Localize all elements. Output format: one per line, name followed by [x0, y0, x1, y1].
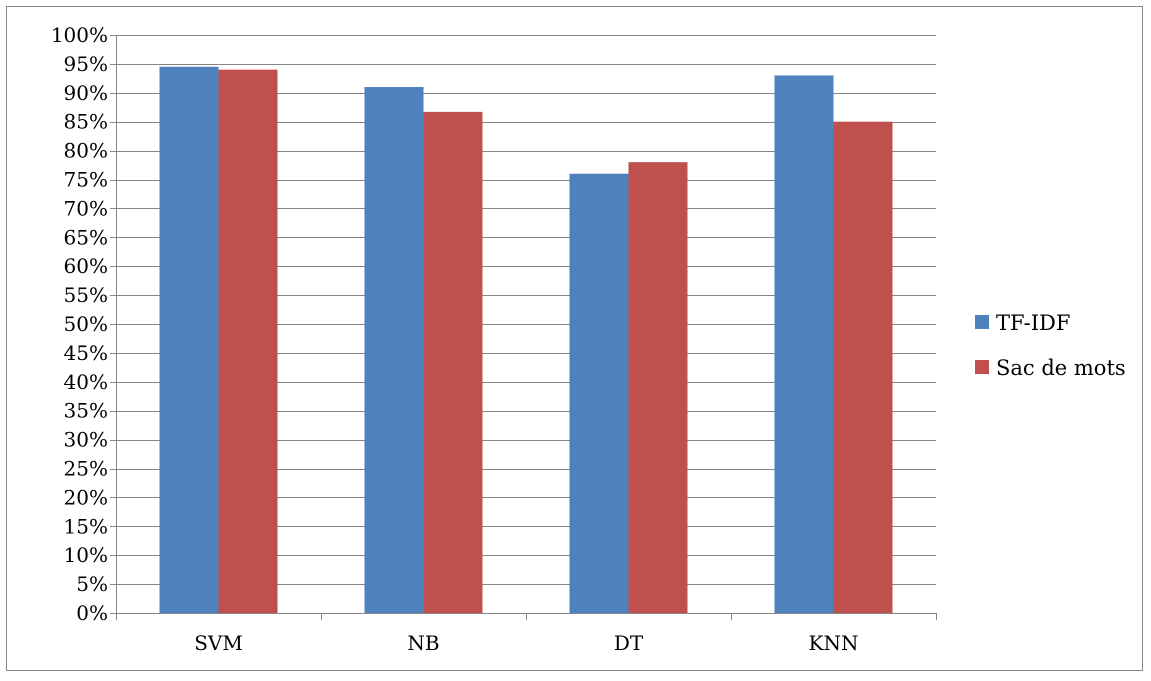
y-tick-label: 55%: [64, 283, 108, 307]
y-tick-label: 50%: [64, 312, 108, 336]
y-tick-label: 25%: [64, 457, 108, 481]
y-tick-label: 90%: [64, 81, 108, 105]
bar-dt-1: [569, 173, 629, 613]
y-tick-label: 20%: [64, 485, 108, 509]
bar-svm-1: [159, 66, 219, 614]
y-tick-label: 10%: [64, 543, 108, 567]
bar-svm-2: [218, 69, 278, 614]
x-tick-label: SVM: [194, 631, 243, 655]
bars: [159, 66, 893, 614]
x-tick-label: DT: [614, 631, 644, 655]
y-tick-label: 60%: [64, 254, 108, 278]
x-axis-ticks: SVM NB DT KNN: [116, 613, 937, 655]
legend-swatch-1: [975, 315, 989, 329]
bar-nb-1: [364, 87, 424, 613]
bar-knn-2: [833, 121, 893, 613]
y-tick-label: 100%: [51, 23, 108, 47]
y-tick-label: 85%: [64, 110, 108, 134]
y-tick-label: 0%: [76, 601, 108, 625]
y-tick-label: 40%: [64, 370, 108, 394]
legend-label-1: TF-IDF: [996, 311, 1070, 335]
legend: TF-IDF Sac de mots: [975, 311, 1126, 380]
legend-swatch-2: [975, 360, 989, 374]
y-tick-label: 15%: [64, 514, 108, 538]
y-tick-label: 65%: [64, 225, 108, 249]
legend-label-2: Sac de mots: [996, 356, 1126, 380]
y-tick-label: 35%: [64, 399, 108, 423]
y-tick-label: 30%: [64, 428, 108, 452]
y-tick-label: 5%: [76, 572, 108, 596]
y-tick-label: 70%: [64, 196, 108, 220]
bar-nb-2: [423, 111, 483, 614]
bar-dt-2: [628, 162, 688, 613]
y-tick-label: 75%: [64, 168, 108, 192]
y-axis-ticks: 0% 5% 10% 15% 20% 25% 30% 35% 40% 45% 50% 55% 60% 65%…: [51, 23, 116, 625]
x-tick-label: NB: [407, 631, 439, 655]
bar-knn-1: [774, 75, 834, 613]
y-tick-label: 80%: [64, 139, 108, 163]
x-tick-label: KNN: [809, 631, 859, 655]
y-tick-label: 95%: [64, 52, 108, 76]
y-tick-label: 45%: [64, 341, 108, 365]
